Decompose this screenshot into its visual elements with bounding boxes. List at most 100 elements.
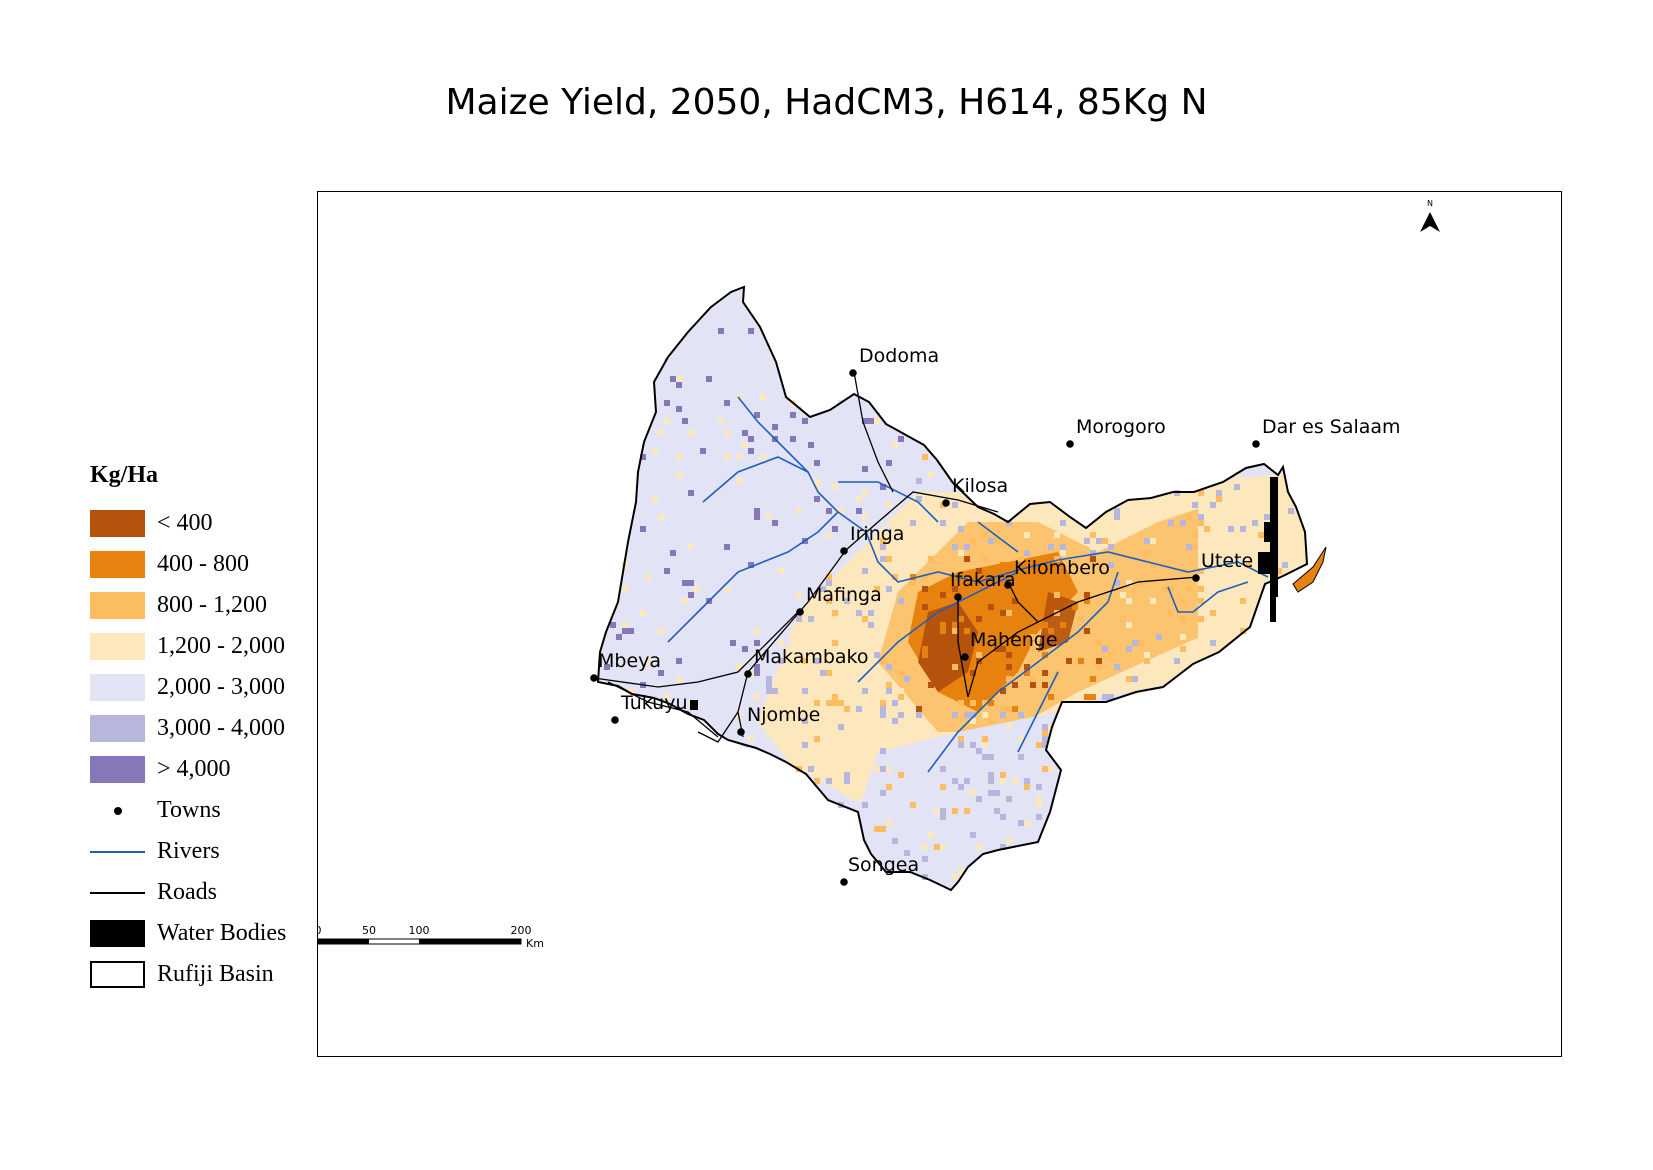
yield-cell [892, 718, 898, 724]
yield-cell [1258, 532, 1264, 538]
yield-cell [826, 532, 832, 538]
yield-cell [874, 826, 880, 832]
town-dot-icon [737, 728, 745, 736]
road [593, 611, 799, 688]
town-label: Tukuyu [620, 692, 688, 714]
town-label: Kilosa [952, 475, 1008, 497]
yield-cell [982, 754, 988, 760]
yield-cell [988, 754, 994, 760]
yield-cell [1036, 802, 1042, 808]
yield-cell [808, 748, 814, 754]
yield-cell [1042, 652, 1048, 658]
yield-cell [628, 658, 634, 664]
yield-cell [976, 748, 982, 754]
yield-cell [922, 646, 928, 652]
yield-cell [1030, 676, 1036, 682]
yield-cell [736, 370, 742, 376]
yield-cell [1036, 814, 1042, 820]
yield-cell [742, 430, 748, 436]
yield-cell [754, 412, 760, 418]
yield-cell [940, 766, 946, 772]
yield-cell [952, 628, 958, 634]
yield-cell [862, 514, 868, 520]
yield-cell [718, 418, 724, 424]
river [667, 511, 839, 643]
yield-cell [688, 694, 694, 700]
yield-cell [970, 670, 976, 676]
scale-bar-segment [419, 939, 521, 944]
yield-cell [1168, 610, 1174, 616]
scale-tick-label: 50 [362, 924, 376, 937]
yield-cell [880, 556, 886, 562]
yield-cell [892, 838, 898, 844]
yield-cell [940, 784, 946, 790]
yield-cell [1024, 778, 1030, 784]
yield-cell [826, 508, 832, 514]
yield-cell [1138, 640, 1144, 646]
yield-cell [1186, 586, 1192, 592]
river [927, 571, 1119, 773]
legend-item-class-7: > 4,000 [90, 749, 286, 790]
scale-tick-label: 100 [409, 924, 430, 937]
yield-cell [706, 382, 712, 388]
yield-cell [1060, 622, 1066, 628]
yield-cell [1024, 532, 1030, 538]
map-canvas[interactable]: Dodoma Morogoro Dar es Salaam Kilosa Iringa I… [315, 192, 1561, 1056]
yield-cell [1120, 592, 1126, 598]
yield-cell [802, 658, 808, 664]
north-arrow-icon [1420, 212, 1440, 232]
road [957, 597, 969, 698]
yield-cell [712, 544, 718, 550]
yield-cell [982, 742, 988, 748]
yield-cell [886, 586, 892, 592]
yield-cell [1006, 706, 1012, 712]
yield-cell [862, 616, 868, 622]
yield-cell [766, 682, 772, 688]
yield-cell [754, 694, 760, 700]
yield-cell [934, 622, 940, 628]
yield-cell [640, 526, 646, 532]
yield-cell [964, 592, 970, 598]
yield-cell [676, 376, 682, 382]
yield-cell [1006, 610, 1012, 616]
yield-cell [604, 664, 610, 670]
yield-cell [1024, 820, 1030, 826]
yield-cell [982, 700, 988, 706]
yield-cell [808, 616, 814, 622]
legend-item-towns: Towns [90, 790, 286, 831]
yield-cell [862, 688, 868, 694]
yield-cell [1036, 742, 1042, 748]
yield-cell [652, 640, 658, 646]
yield-cell [1054, 532, 1060, 538]
town-marker: Tukuyu [611, 692, 688, 724]
water-body [1264, 522, 1270, 542]
yield-cell [970, 790, 976, 796]
yield-cell [808, 544, 814, 550]
town-label: Njombe [747, 704, 820, 726]
yield-cell [676, 472, 682, 478]
yield-cell [970, 700, 976, 706]
legend-label: Rufiji Basin [157, 961, 274, 987]
yield-cell [760, 394, 766, 400]
yield-cell [928, 682, 934, 688]
yield-cell [616, 634, 622, 640]
yield-cell [1198, 598, 1204, 604]
yield-cell [1006, 664, 1012, 670]
yield-cell [1018, 556, 1024, 562]
yield-cell [676, 592, 682, 598]
yield-cell [1198, 586, 1204, 592]
yield-cell [970, 538, 976, 544]
yield-cell [940, 814, 946, 820]
yield-cell [742, 550, 748, 556]
yield-cell [1036, 784, 1042, 790]
yield-cell [1204, 520, 1210, 526]
yield-cell [1228, 634, 1234, 640]
yield-cell [1042, 622, 1048, 628]
yield-cell [886, 502, 892, 508]
yield-cell [1192, 544, 1198, 550]
yield-cell [910, 802, 916, 808]
yield-cell [1192, 532, 1198, 538]
yield-cell [802, 742, 808, 748]
yield-cell [1090, 532, 1096, 538]
yield-cell [1156, 496, 1162, 502]
